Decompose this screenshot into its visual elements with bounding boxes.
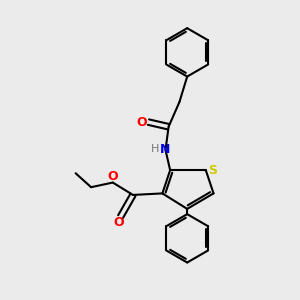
Text: S: S (208, 164, 217, 177)
Text: O: O (136, 116, 147, 129)
Text: O: O (107, 170, 118, 184)
Text: H: H (151, 144, 159, 154)
Text: N: N (160, 143, 171, 156)
Text: O: O (114, 216, 124, 229)
